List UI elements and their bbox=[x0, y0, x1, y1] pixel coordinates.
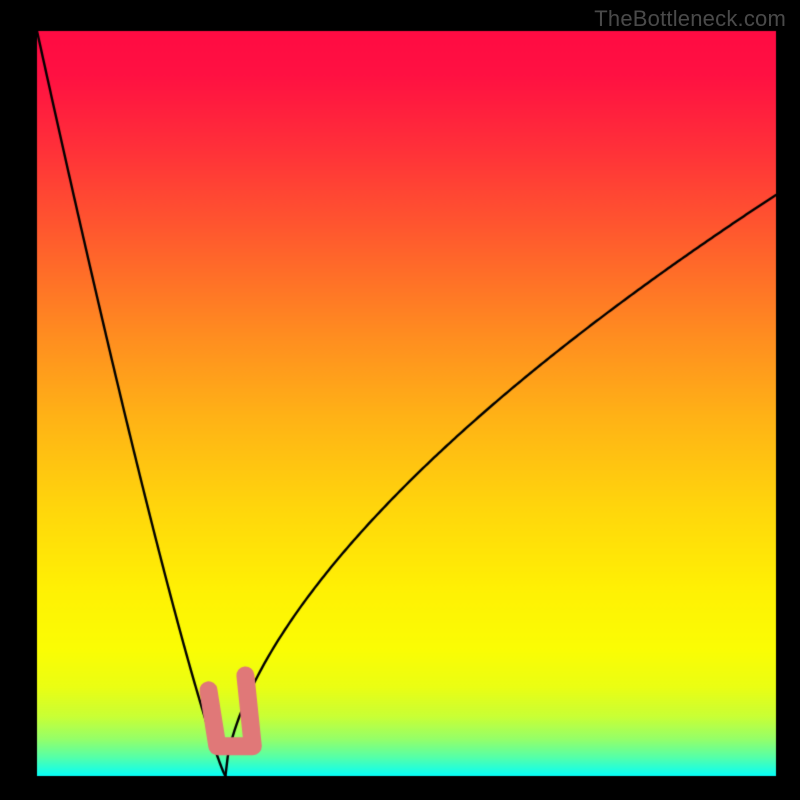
bottleneck-curve-chart bbox=[0, 0, 800, 800]
watermark-text: TheBottleneck.com bbox=[594, 6, 786, 32]
chart-stage: TheBottleneck.com bbox=[0, 0, 800, 800]
